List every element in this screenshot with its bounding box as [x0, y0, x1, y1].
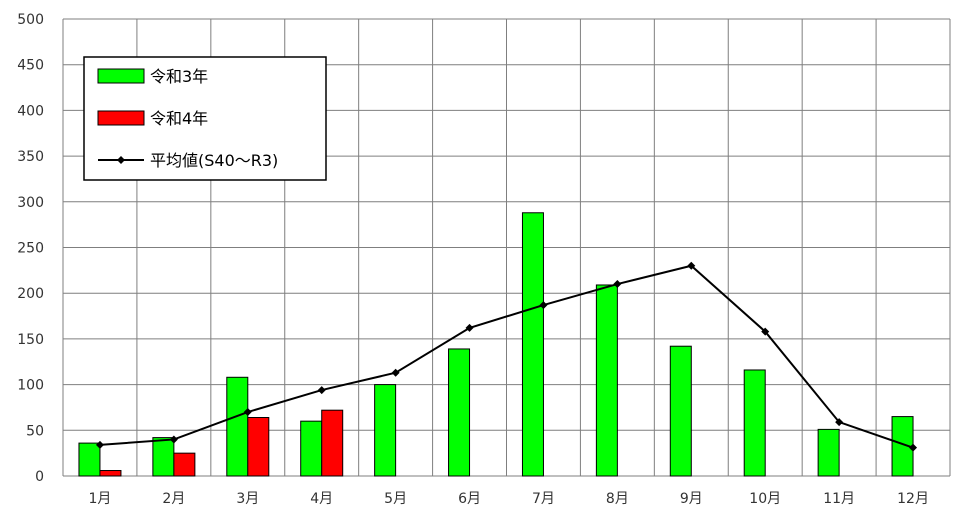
y-tick-label: 150: [17, 332, 44, 348]
y-tick-label: 50: [26, 423, 44, 439]
bar: [321, 409, 344, 477]
line-layer: [95, 261, 918, 452]
line-marker: [539, 301, 548, 310]
y-tick-label: 400: [17, 103, 44, 119]
line-marker: [243, 408, 252, 417]
x-tick-label: 7月: [532, 491, 555, 507]
legend-swatch: [97, 68, 145, 84]
legend-swatch: [97, 110, 145, 126]
x-tick-label: 5月: [384, 491, 407, 507]
y-axis-tick-labels: 0 50 100 150 200 250 300 350 400 450 500: [17, 12, 44, 485]
bar: [99, 470, 122, 477]
y-tick-label: 500: [17, 12, 44, 28]
bar: [226, 376, 249, 477]
line-marker: [95, 440, 104, 449]
line-marker: [835, 418, 844, 427]
average-line: [99, 264, 914, 449]
bar: [817, 428, 840, 477]
line-marker: [391, 368, 400, 377]
bar: [173, 452, 196, 477]
x-axis-tick-labels: 1月 2月 3月 4月 5月 6月 7月 8月 9月 10月 11月 12月: [88, 491, 928, 507]
x-tick-label: 4月: [310, 491, 333, 507]
x-tick-label: 10月: [749, 491, 781, 507]
x-tick-label: 12月: [897, 491, 929, 507]
bar: [595, 284, 618, 477]
grid-layer: [62, 18, 951, 477]
legend-marker: [117, 156, 125, 164]
bar: [247, 417, 270, 477]
y-tick-label: 350: [17, 149, 44, 165]
legend-label: 平均値(S40～R3): [150, 151, 278, 170]
y-tick-label: 200: [17, 286, 44, 302]
y-tick-label: 250: [17, 241, 44, 257]
bars-layer: [78, 212, 914, 477]
x-tick-label: 8月: [606, 491, 629, 507]
x-tick-label: 2月: [162, 491, 185, 507]
bar: [743, 369, 766, 477]
bar: [78, 442, 101, 477]
line-marker: [909, 443, 918, 452]
line-marker: [317, 386, 326, 395]
bar: [521, 212, 544, 477]
bar: [669, 345, 692, 477]
bar: [152, 437, 175, 477]
y-tick-label: 300: [17, 195, 44, 211]
y-tick-label: 100: [17, 378, 44, 394]
y-tick-label: 0: [35, 469, 44, 485]
bar: [448, 348, 471, 477]
x-tick-label: 6月: [458, 491, 481, 507]
x-tick-label: 1月: [88, 491, 111, 507]
bar: [374, 384, 397, 477]
x-tick-label: 11月: [823, 491, 855, 507]
legend-label: 令和4年: [150, 109, 208, 128]
x-tick-label: 3月: [236, 491, 259, 507]
line-marker: [687, 261, 696, 270]
line-marker: [169, 435, 178, 444]
x-tick-label: 9月: [680, 491, 703, 507]
line-marker: [761, 327, 770, 336]
line-marker: [613, 280, 622, 289]
y-tick-label: 450: [17, 58, 44, 74]
bar: [300, 420, 323, 477]
line-marker: [465, 323, 474, 332]
legend-label: 令和3年: [150, 67, 208, 86]
